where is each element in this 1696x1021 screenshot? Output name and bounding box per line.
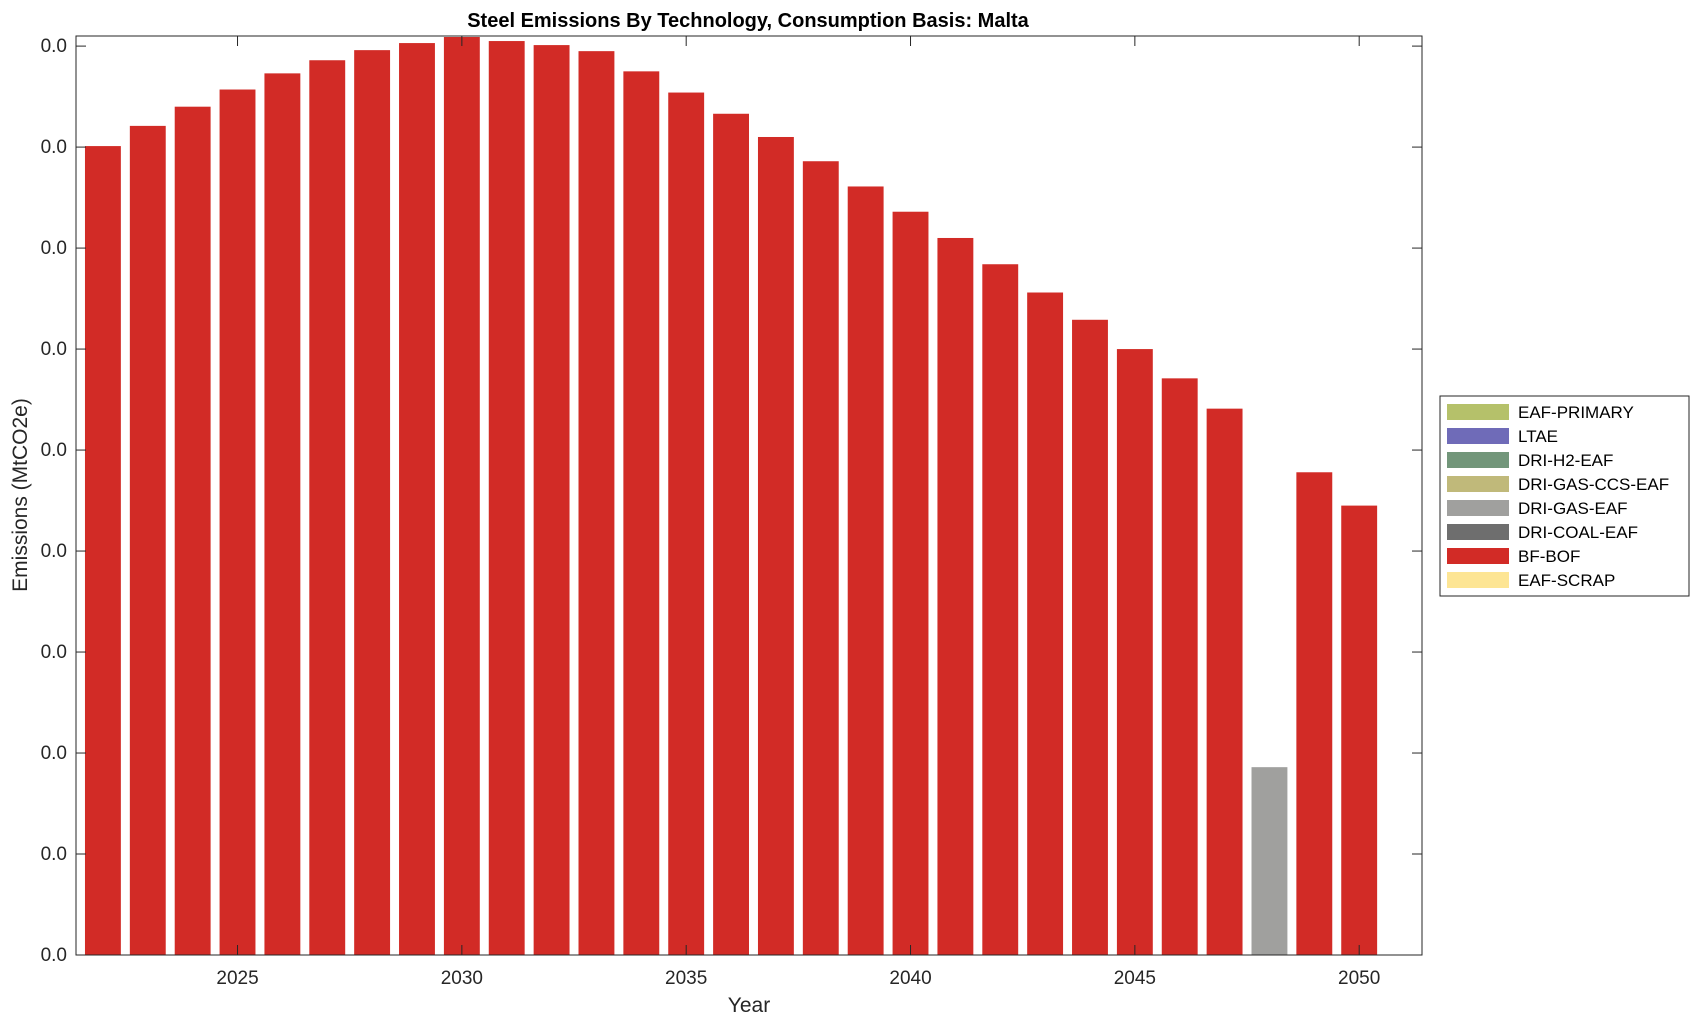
legend-swatch-dri-gas-eaf — [1447, 500, 1509, 516]
bar-bf-bof-2043 — [1027, 292, 1064, 955]
y-tick-label: 0.0 — [41, 945, 67, 966]
bar-bf-bof-2027 — [309, 60, 346, 956]
bar-bf-bof-2022 — [84, 146, 121, 955]
legend-label-dri-gas-ccs-eaf: DRI-GAS-CCS-EAF — [1518, 475, 1669, 494]
bar-bf-bof-2030 — [443, 37, 480, 955]
bar-bf-bof-2038 — [802, 161, 839, 956]
y-tick-label: 0.0 — [41, 642, 67, 663]
bar-bf-bof-2049 — [1296, 472, 1333, 955]
y-axis-label: Emissions (MtCO2e) — [9, 398, 32, 592]
y-axis: 0.0 0.0 0.0 0.0 0.0 0.0 0.0 0.0 0.0 0.0 — [41, 36, 1422, 966]
y-tick-label: 0.0 — [41, 36, 67, 57]
bar-bf-bof-2025 — [219, 89, 256, 955]
bar-dri-gas-eaf-2048 — [1251, 767, 1288, 955]
legend-swatch-dri-h2-eaf — [1447, 452, 1509, 468]
bar-bf-bof-2033 — [578, 51, 615, 955]
bar-bf-bof-2041 — [937, 237, 974, 956]
legend-swatch-dri-coal-eaf — [1447, 524, 1509, 540]
y-tick-label: 0.0 — [41, 743, 67, 764]
legend-label-dri-gas-eaf: DRI-GAS-EAF — [1518, 499, 1628, 518]
legend-swatch-ltae — [1447, 428, 1509, 444]
y-tick-label: 0.0 — [41, 137, 67, 158]
legend-swatch-eaf-scrap — [1447, 572, 1509, 588]
legend: EAF-PRIMARY LTAE DRI-H2-EAF DRI-GAS-CCS-EAF… — [1439, 395, 1690, 597]
x-tick-label: 2030 — [441, 968, 483, 989]
y-tick-label: 0.0 — [41, 844, 67, 865]
x-tick-label: 2040 — [889, 968, 931, 989]
bar-bf-bof-2031 — [488, 41, 525, 956]
bar-bf-bof-2035 — [668, 92, 705, 956]
legend-swatch-dri-gas-ccs-eaf — [1447, 476, 1509, 492]
bar-bf-bof-2044 — [1072, 319, 1108, 955]
legend-swatch-eaf-primary — [1447, 404, 1509, 420]
legend-label-dri-h2-eaf: DRI-H2-EAF — [1518, 451, 1613, 470]
bar-bf-bof-2046 — [1161, 378, 1198, 956]
legend-label-bf-bof: BF-BOF — [1518, 547, 1580, 566]
bar-bf-bof-2050 — [1341, 505, 1378, 955]
x-tick-label: 2050 — [1338, 968, 1380, 989]
legend-label-dri-coal-eaf: DRI-COAL-EAF — [1518, 523, 1638, 542]
y-tick-label: 0.0 — [41, 238, 67, 259]
bar-bf-bof-2034 — [623, 71, 660, 956]
bar-bf-bof-2037 — [757, 136, 794, 956]
plot-area-frame — [75, 35, 1423, 956]
bar-bf-bof-2042 — [982, 264, 1019, 955]
y-tick-label: 0.0 — [41, 440, 67, 461]
y-tick-label: 0.0 — [41, 339, 67, 360]
x-tick-label: 2035 — [665, 968, 707, 989]
bar-bf-bof-2032 — [533, 45, 570, 955]
bar-bf-bof-2040 — [892, 211, 929, 956]
bar-bf-bof-2024 — [174, 106, 211, 955]
bar-bf-bof-2028 — [354, 50, 391, 955]
legend-label-eaf-primary: EAF-PRIMARY — [1518, 403, 1634, 422]
legend-box — [1439, 395, 1690, 597]
bar-bf-bof-2029 — [399, 43, 435, 955]
legend-label-eaf-scrap: EAF-SCRAP — [1518, 571, 1615, 590]
bar-bf-bof-2039 — [847, 186, 884, 956]
legend-label-ltae: LTAE — [1518, 427, 1558, 446]
legend-swatch-bf-bof — [1447, 548, 1509, 564]
bars-group — [84, 37, 1378, 956]
x-tick-label: 2045 — [1114, 968, 1156, 989]
bar-bf-bof-2026 — [264, 73, 301, 956]
bar-bf-bof-2045 — [1116, 349, 1153, 955]
x-axis-label: Year — [728, 994, 770, 1017]
x-axis: 2025 2030 2035 2040 2045 2050 — [216, 36, 1380, 989]
bar-bf-bof-2047 — [1206, 408, 1243, 955]
x-tick-label: 2025 — [216, 968, 258, 989]
bar-bf-bof-2023 — [129, 125, 166, 955]
chart-title: Steel Emissions By Technology, Consumpti… — [467, 10, 1029, 32]
y-tick-label: 0.0 — [41, 541, 67, 562]
bar-bf-bof-2036 — [713, 113, 749, 955]
